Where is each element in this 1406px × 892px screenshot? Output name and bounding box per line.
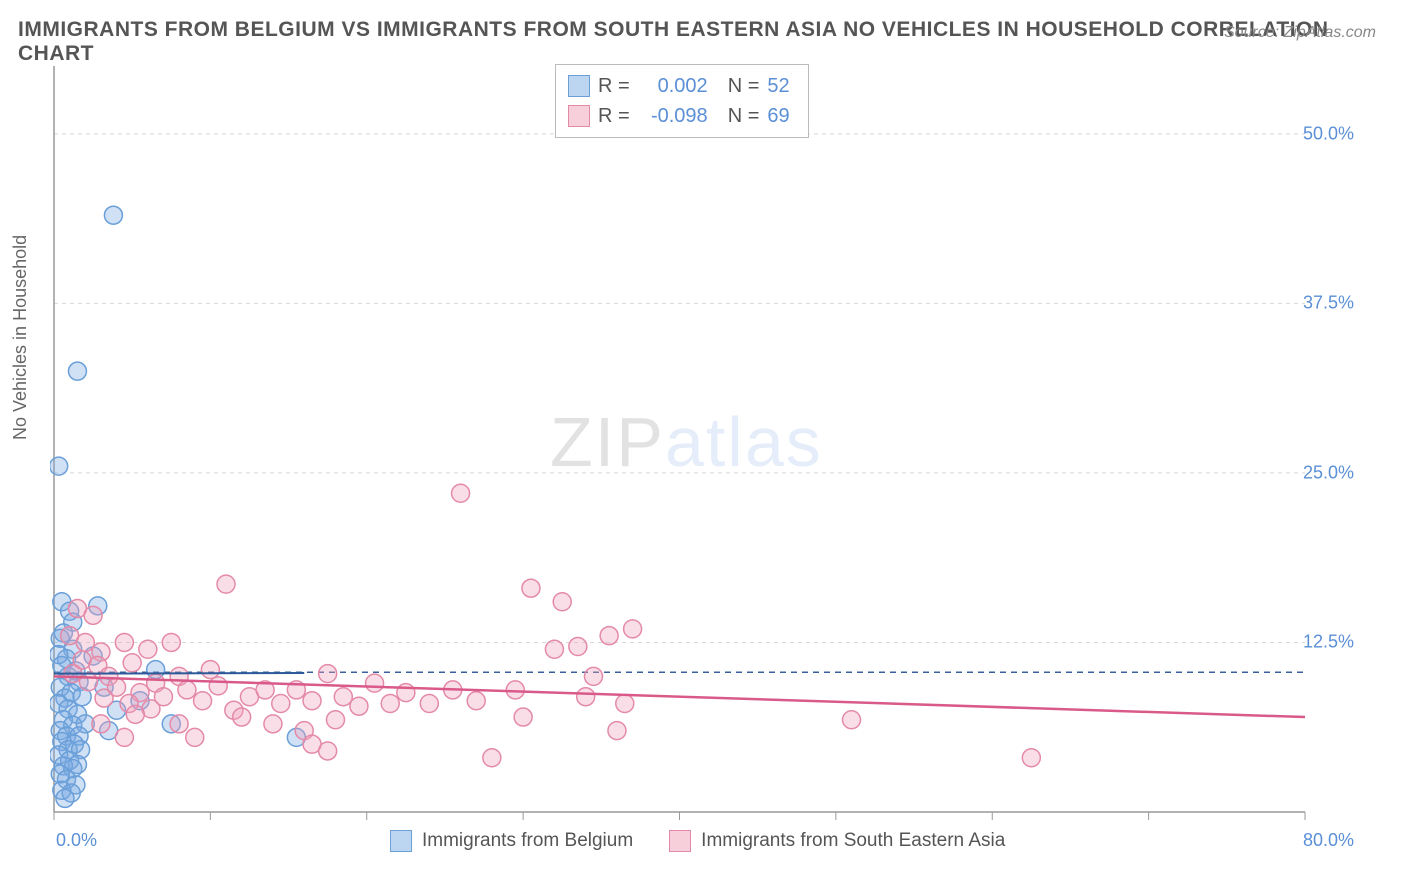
legend-swatch — [669, 830, 691, 852]
r-label: R = — [598, 71, 630, 101]
legend-label: Immigrants from Belgium — [422, 830, 633, 852]
x-min-label: 0.0% — [56, 830, 97, 851]
y-tick-label: 12.5% — [1303, 632, 1354, 653]
y-tick-label: 37.5% — [1303, 293, 1354, 314]
r-value: 0.002 — [638, 71, 708, 101]
y-tick-label: 50.0% — [1303, 123, 1354, 144]
legend-item: Immigrants from Belgium — [390, 830, 633, 852]
y-tick-label: 25.0% — [1303, 462, 1354, 483]
series-swatch — [568, 105, 590, 127]
legend-label: Immigrants from South Eastern Asia — [701, 830, 1005, 852]
n-label: N = — [728, 101, 760, 131]
legend-swatch — [390, 830, 412, 852]
x-max-label: 80.0% — [1303, 830, 1354, 851]
stats-row: R = 0.002 N =52 — [568, 71, 790, 101]
n-value: 69 — [767, 101, 789, 131]
r-label: R = — [598, 101, 630, 131]
n-value: 52 — [767, 71, 789, 101]
legend-item: Immigrants from South Eastern Asia — [669, 830, 1005, 852]
chart-svg — [50, 62, 1360, 822]
series-swatch — [568, 75, 590, 97]
stats-legend-box: R = 0.002 N =52 R = -0.098 N =69 — [555, 64, 809, 138]
chart-area: ZIPatlas R =0.002N =52R =-0.098N =69 12.… — [50, 62, 1360, 822]
source-label: Source: ZipAtlas.com — [1224, 24, 1376, 42]
chart-title: IMMIGRANTS FROM BELGIUM VS IMMIGRANTS FR… — [18, 18, 1406, 66]
r-value: -0.098 — [638, 101, 708, 131]
y-axis-label: No Vehicles in Household — [10, 235, 31, 440]
stats-row: R = -0.098 N =69 — [568, 101, 790, 131]
bottom-legend: Immigrants from Belgium Immigrants from S… — [390, 830, 1005, 852]
n-label: N = — [728, 71, 760, 101]
